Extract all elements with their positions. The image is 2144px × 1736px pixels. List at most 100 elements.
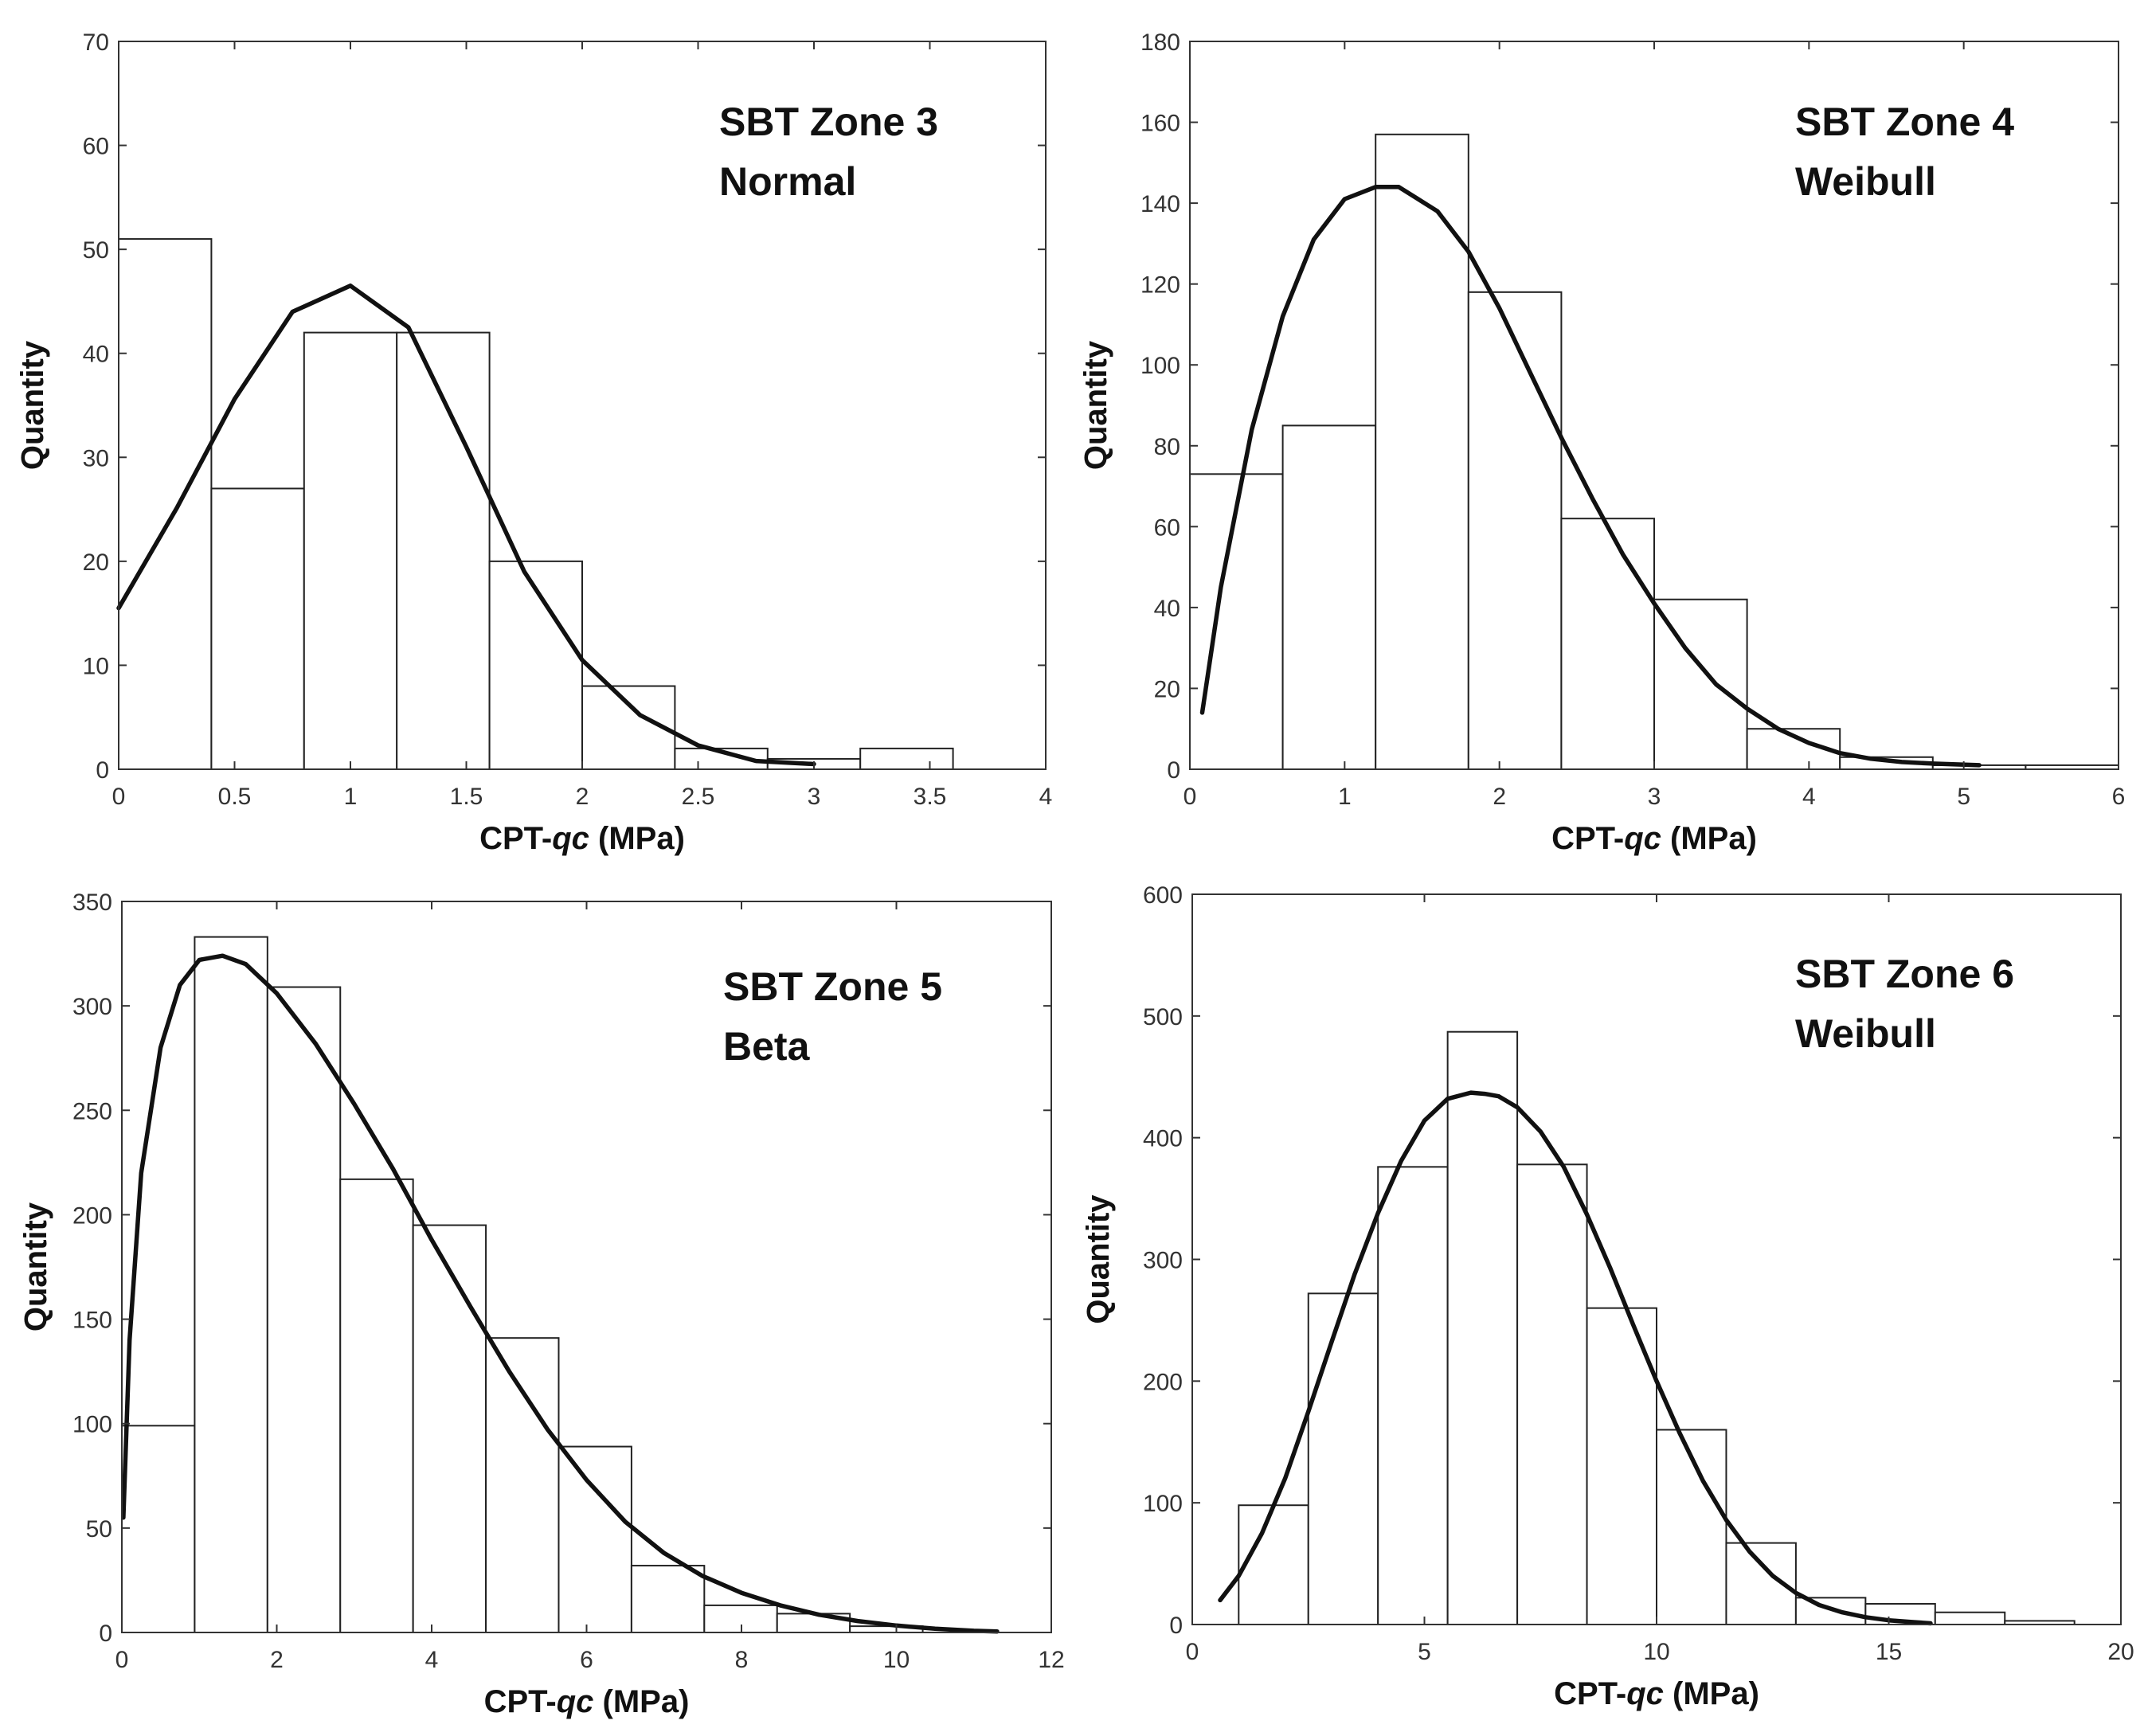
y-tick-label: 40 xyxy=(83,342,109,368)
histogram-bar xyxy=(396,331,491,771)
x-tick-label: 0 xyxy=(1184,784,1197,810)
y-tick-label: 20 xyxy=(1154,676,1180,702)
y-tick-label: 300 xyxy=(72,994,112,1020)
y-axis-label: Quantity xyxy=(1078,340,1113,470)
x-tick-label: 8 xyxy=(735,1647,749,1673)
histogram-bar xyxy=(1377,1166,1449,1625)
histogram-bar xyxy=(1238,1504,1309,1626)
x-tick-label: 0 xyxy=(112,784,126,810)
x-axis-label-unit: (MPa) xyxy=(1661,821,1757,856)
x-axis-label-prefix: CPT- xyxy=(479,821,552,856)
y-tick-label: 50 xyxy=(86,1516,112,1542)
x-tick-label: 2 xyxy=(576,784,589,810)
x-axis-label-unit: (MPa) xyxy=(1664,1676,1759,1711)
x-tick-label: 3 xyxy=(1648,784,1661,810)
x-tick-label: 10 xyxy=(1643,1639,1669,1665)
y-tick-label: 140 xyxy=(1140,191,1180,217)
histogram-bar xyxy=(1794,1597,1867,1626)
x-tick-label: 10 xyxy=(883,1647,910,1673)
histogram-bar xyxy=(1467,291,1563,771)
histogram-bar xyxy=(210,487,305,770)
fitted-distribution-curve xyxy=(121,953,1000,1634)
y-tick-label: 200 xyxy=(72,1202,112,1229)
x-axis-label: CPT-qc (MPa) xyxy=(1554,1676,1759,1711)
x-axis-label-unit: (MPa) xyxy=(589,821,685,856)
y-tick-label: 0 xyxy=(1167,757,1180,784)
histogram-bar xyxy=(1375,133,1469,771)
panel-title: SBT Zone 3 xyxy=(719,100,938,144)
y-tick-label: 60 xyxy=(1154,514,1180,541)
panel-distribution-name: Beta xyxy=(723,1024,811,1069)
y-axis-label: Quantity xyxy=(15,340,50,470)
x-tick-label: 2 xyxy=(270,1647,284,1673)
histogram-bar xyxy=(1586,1307,1658,1625)
y-axis-label: Quantity xyxy=(18,1202,53,1331)
y-tick-label: 600 xyxy=(1143,882,1183,909)
x-tick-label: 4 xyxy=(1039,784,1053,810)
histogram-bar xyxy=(488,560,583,770)
y-tick-label: 20 xyxy=(83,549,109,576)
y-tick-label: 0 xyxy=(96,757,109,784)
y-tick-label: 40 xyxy=(1154,596,1180,622)
y-tick-label: 120 xyxy=(1140,272,1180,299)
x-tick-label: 3.5 xyxy=(914,784,947,810)
panel-title: SBT Zone 5 xyxy=(723,964,942,1009)
histogram-bar xyxy=(1446,1030,1519,1625)
chart-panel-zone-5: 0 2 4 6 8 10 12 0 50 100 150 200 250 300 350 CPT-qc (MP… xyxy=(18,890,1065,1719)
x-axis-label: CPT-qc (MPa) xyxy=(484,1684,690,1719)
x-tick-label: 1 xyxy=(344,784,358,810)
panel-distribution-name: Weibull xyxy=(1795,1011,1936,1056)
x-tick-label: 15 xyxy=(1876,1639,1902,1665)
x-tick-label: 1.5 xyxy=(450,784,483,810)
y-tick-label: 200 xyxy=(1143,1369,1183,1395)
x-axis-label-variable: qc xyxy=(1624,821,1661,856)
histogram-bar xyxy=(1281,424,1377,771)
x-tick-label: 6 xyxy=(2112,784,2126,810)
x-tick-label: 2.5 xyxy=(682,784,715,810)
x-axis-label-prefix: CPT- xyxy=(1551,821,1624,856)
y-tick-label: 60 xyxy=(83,134,109,160)
y-tick-label: 180 xyxy=(1140,29,1180,56)
y-tick-label: 10 xyxy=(83,653,109,679)
x-tick-label: 4 xyxy=(425,1647,439,1673)
y-tick-label: 160 xyxy=(1140,111,1180,137)
y-tick-label: 300 xyxy=(1143,1248,1183,1274)
y-tick-label: 100 xyxy=(1140,353,1180,379)
y-tick-label: 50 xyxy=(83,237,109,264)
histogram-bar xyxy=(1516,1163,1588,1626)
y-tick-label: 100 xyxy=(72,1412,112,1438)
x-tick-label: 1 xyxy=(1338,784,1352,810)
histogram-bar xyxy=(412,1224,487,1633)
x-tick-label: 0 xyxy=(115,1647,129,1673)
y-tick-label: 30 xyxy=(83,445,109,471)
x-tick-label: 20 xyxy=(2107,1639,2134,1665)
y-tick-label: 500 xyxy=(1143,1004,1183,1030)
histogram-bar xyxy=(194,936,268,1634)
histogram-bar xyxy=(1307,1292,1379,1625)
x-tick-label: 2 xyxy=(1493,784,1506,810)
histogram-bar xyxy=(1934,1611,2006,1626)
y-axis-label: Quantity xyxy=(1081,1194,1116,1324)
fitted-distribution-curve xyxy=(1218,1090,1933,1626)
fitted-distribution-curve xyxy=(1199,185,1982,768)
y-tick-label: 150 xyxy=(72,1308,112,1334)
y-tick-label: 0 xyxy=(1169,1613,1183,1639)
y-tick-label: 80 xyxy=(1154,434,1180,460)
panel-distribution-name: Weibull xyxy=(1795,159,1936,204)
x-axis-label-variable: qc xyxy=(1626,1676,1664,1711)
x-axis-label-prefix: CPT- xyxy=(484,1684,557,1719)
panel-distribution-name: Normal xyxy=(719,159,856,204)
histogram-bar xyxy=(630,1565,706,1634)
histogram-bar xyxy=(266,986,342,1633)
histogram-bar xyxy=(558,1445,632,1633)
x-axis-label-prefix: CPT- xyxy=(1554,1676,1626,1711)
x-tick-label: 0 xyxy=(1186,1639,1199,1665)
x-axis-label-variable: qc xyxy=(552,821,589,856)
x-tick-label: 12 xyxy=(1038,1647,1064,1673)
y-tick-label: 250 xyxy=(72,1098,112,1124)
x-axis-label-variable: qc xyxy=(557,1684,594,1719)
x-tick-label: 5 xyxy=(1957,784,1970,810)
